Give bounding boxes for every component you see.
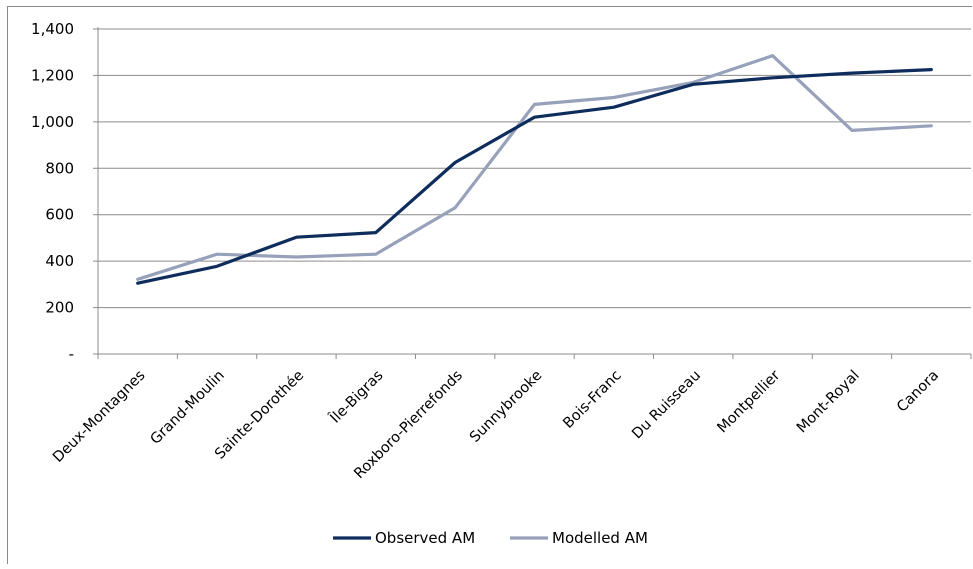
series-line-modelled-am [136,54,933,281]
y-tick-label: 1,000 [31,113,74,131]
y-tick-label: 400 [45,252,74,270]
legend-label: Modelled AM [552,529,648,547]
data-series [136,54,933,285]
series-line-observed-am [136,67,933,285]
y-tick-label: 1,200 [31,66,74,84]
x-tick-label: Grand-Moulin [148,368,228,448]
x-tick-label: Canora [894,368,942,416]
gridlines [98,28,971,309]
y-tick-label: 200 [45,299,74,317]
x-tick-label: Mont-Royal [794,368,863,437]
line-chart: - 200 400 600 800 1,000 1,200 1,400 Deux-Montag… [31,20,972,547]
y-tick-label: 1,400 [31,20,74,38]
x-tick-label: Du Ruisseau [629,368,704,443]
legend-label: Observed AM [375,529,475,547]
y-tick-label: - [69,345,74,363]
x-axis-tick-labels: Deux-Montagnes Grand-MoulinSainte-Dorothé… [50,366,942,482]
x-tick-label: Île-Bigras [325,366,386,427]
x-tick-label: Deux-Montagnes [50,368,148,466]
y-axis-tick-labels: - 200 400 600 800 1,000 1,200 1,400 [31,20,74,363]
x-tick-label: Sunnybrooke [467,367,545,445]
x-tick-label: Bois-Franc [560,368,624,432]
y-tick-label: 600 [45,206,74,224]
legend: Observed AM Modelled AM [333,529,648,547]
chart-frame: - 200 400 600 800 1,000 1,200 1,400 Deux-Montag… [7,6,972,564]
axes [93,27,972,359]
y-tick-label: 800 [45,159,74,177]
x-tick-label: Montpellier [715,367,784,436]
x-tick-label: Sainte-Dorothée [212,367,307,462]
